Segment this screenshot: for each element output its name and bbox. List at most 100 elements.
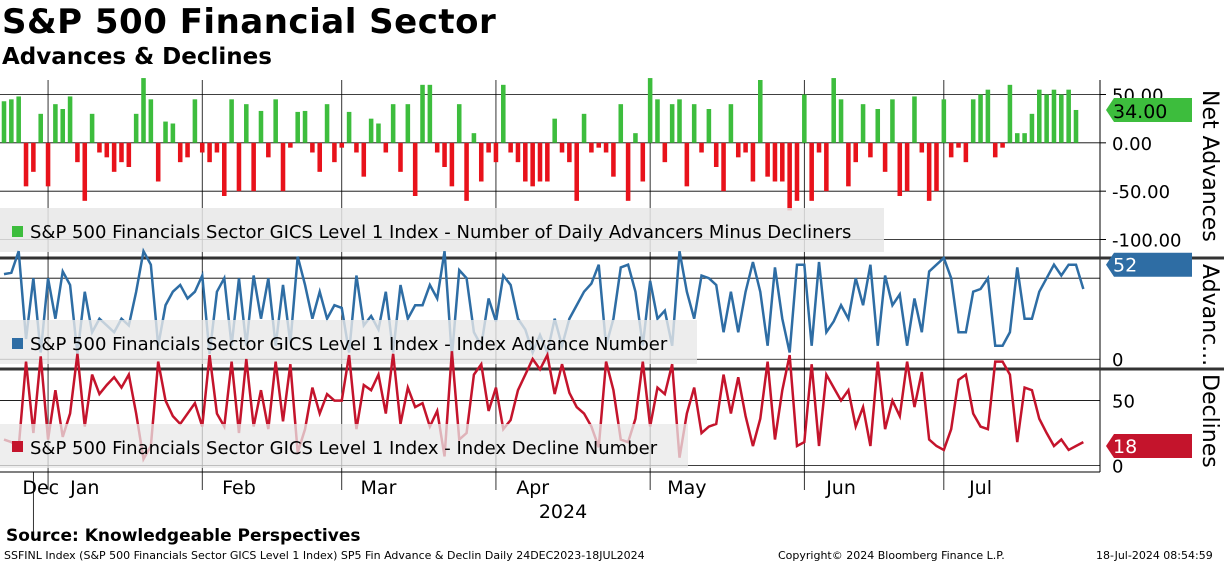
- bar: [207, 142, 212, 163]
- bar: [618, 104, 624, 143]
- x-tick-label: Jan: [69, 477, 99, 499]
- bar: [728, 104, 734, 143]
- bar: [251, 142, 256, 192]
- bar: [177, 142, 183, 163]
- bar: [948, 142, 954, 158]
- bar: [882, 142, 888, 172]
- bar: [794, 142, 800, 201]
- bar: [1037, 89, 1042, 143]
- bar: [985, 89, 991, 143]
- bar: [699, 142, 704, 153]
- bar: [67, 96, 73, 143]
- bar: [442, 142, 447, 167]
- bar: [23, 142, 29, 187]
- y-tick-label: -100.00: [1112, 231, 1181, 252]
- bar: [148, 99, 154, 143]
- bar: [992, 142, 998, 158]
- chart-title: S&P 500 Financial Sector: [2, 2, 497, 42]
- bar: [170, 123, 176, 143]
- legend-swatch: [12, 338, 23, 349]
- bar: [926, 142, 932, 201]
- bar: [501, 84, 506, 143]
- bar: [273, 99, 278, 143]
- bar: [750, 142, 756, 182]
- bar: [1007, 84, 1013, 143]
- bar: [266, 142, 271, 158]
- bar: [339, 142, 345, 148]
- bar: [787, 142, 792, 211]
- x-tick-label: Jul: [968, 477, 992, 499]
- bar: [163, 121, 168, 143]
- legend-label: S&P 500 Financials Sector GICS Level 1 I…: [30, 438, 658, 459]
- bar: [38, 113, 43, 143]
- bar: [772, 142, 778, 182]
- bar: [53, 104, 58, 143]
- panel-label: Net Advances: [1197, 90, 1222, 242]
- bar: [133, 113, 139, 143]
- bar: [508, 142, 513, 153]
- bar: [31, 142, 36, 172]
- bar: [677, 99, 682, 143]
- bar: [603, 142, 609, 153]
- bar: [486, 142, 491, 153]
- bar: [530, 142, 535, 187]
- bar: [111, 142, 117, 172]
- bar: [1059, 94, 1064, 143]
- bar: [141, 78, 146, 143]
- bar: [1044, 94, 1049, 143]
- bar: [45, 142, 51, 187]
- bar: [9, 99, 14, 143]
- x-tick-label: Dec: [22, 477, 59, 499]
- bar: [567, 142, 572, 163]
- bar: [559, 142, 565, 153]
- y-tick-label: 0: [1112, 457, 1123, 478]
- bar: [332, 142, 337, 163]
- last-value-label: 34.00: [1113, 101, 1167, 123]
- bar: [288, 142, 293, 148]
- bar: [919, 142, 925, 153]
- bar: [912, 96, 917, 143]
- legend-label: S&P 500 Financials Sector GICS Level 1 I…: [30, 334, 668, 355]
- bar: [229, 99, 234, 143]
- bar: [757, 80, 763, 143]
- y-tick-label: 50: [1112, 392, 1135, 413]
- bar: [838, 99, 844, 143]
- bar: [427, 84, 433, 143]
- bar: [236, 142, 242, 192]
- bar: [868, 142, 873, 158]
- bar: [221, 142, 227, 196]
- x-tick-label: Feb: [222, 477, 256, 499]
- bar: [126, 142, 132, 167]
- bar: [82, 142, 88, 201]
- last-value-label: 52: [1113, 255, 1137, 277]
- bar: [743, 142, 748, 153]
- bar: [405, 104, 411, 143]
- bar: [978, 94, 983, 143]
- x-tick-label: Apr: [516, 477, 549, 499]
- bar: [875, 109, 881, 143]
- x-tick-label: Mar: [361, 477, 397, 499]
- bar: [295, 111, 300, 143]
- bar: [633, 133, 638, 143]
- bar: [941, 99, 947, 143]
- bar: [346, 111, 352, 143]
- bar: [713, 142, 719, 167]
- bar: [478, 142, 484, 182]
- bar: [280, 142, 286, 192]
- bar: [853, 142, 859, 163]
- bar: [765, 142, 770, 177]
- bar: [611, 142, 616, 177]
- bar: [956, 142, 961, 148]
- bar: [934, 142, 939, 192]
- bar: [552, 118, 557, 143]
- bar: [155, 142, 161, 182]
- bar: [1029, 113, 1035, 143]
- bar: [655, 99, 660, 143]
- bar: [368, 118, 374, 143]
- chart-subtitle: Advances & Declines: [2, 44, 272, 70]
- bar: [1066, 89, 1071, 143]
- bar: [831, 78, 836, 143]
- decline-line: [3, 351, 1084, 463]
- bar: [199, 142, 205, 153]
- bar: [647, 78, 653, 143]
